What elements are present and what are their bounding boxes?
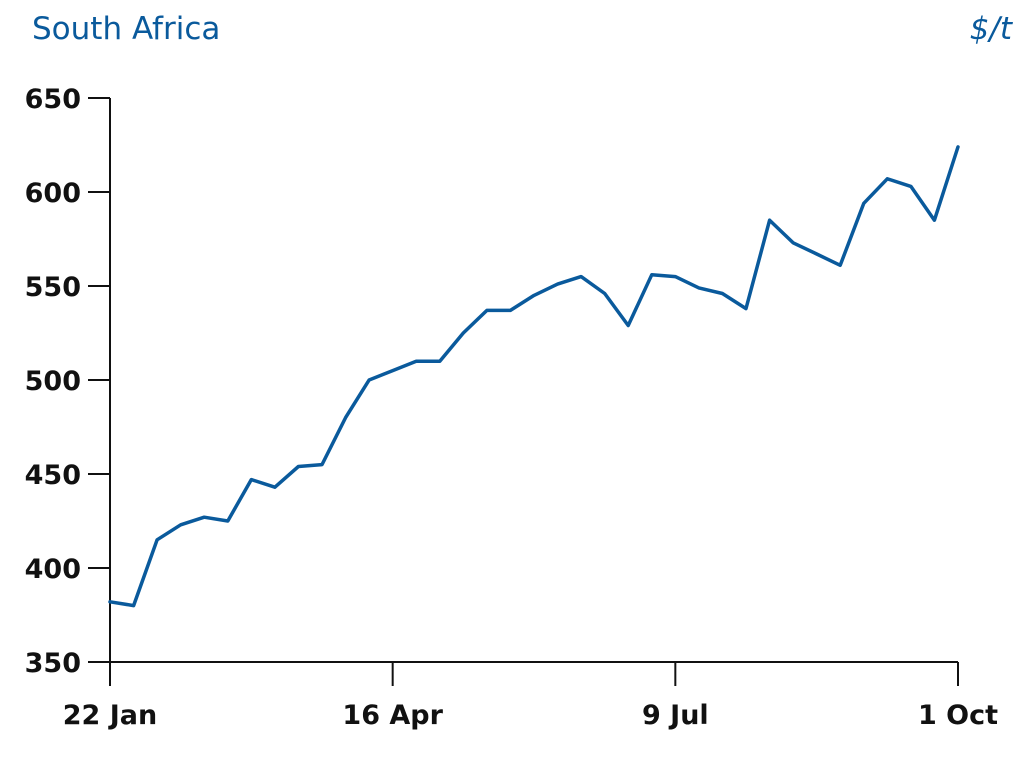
y-tick-label: 450 xyxy=(25,460,81,491)
chart-title: South Africa xyxy=(32,11,220,47)
y-tick-label: 650 xyxy=(25,84,81,115)
series-layer xyxy=(108,145,960,608)
x-tick-label: 9 Jul xyxy=(642,700,709,731)
series-line xyxy=(108,145,960,608)
x-tick-label: 16 Apr xyxy=(342,700,443,731)
y-tick-label: 400 xyxy=(25,554,81,585)
y-tick-label: 600 xyxy=(25,178,81,209)
x-tick-label: 22 Jan xyxy=(63,700,157,731)
x-tick-label: 1 Oct xyxy=(918,700,998,731)
unit-label: $/t xyxy=(970,11,1014,47)
y-tick-label: 350 xyxy=(25,648,81,679)
y-axis: 350 400 450 500 550 600 650 xyxy=(25,84,110,679)
y-tick-label: 550 xyxy=(25,272,81,303)
y-tick-label: 500 xyxy=(25,366,81,397)
x-axis: 22 Jan 16 Apr 9 Jul 1 Oct xyxy=(63,662,998,731)
